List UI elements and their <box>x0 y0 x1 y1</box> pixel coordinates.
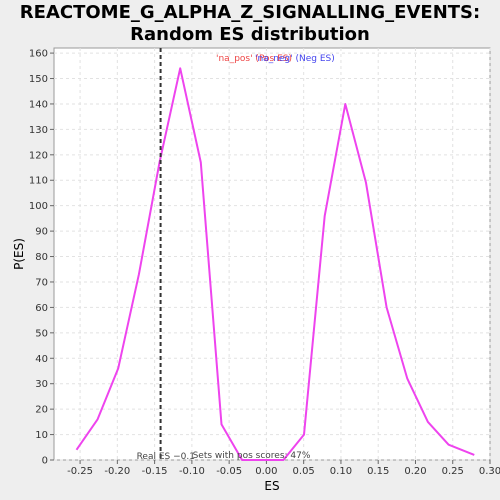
real-es-label: Real ES −0.1 <box>137 452 195 462</box>
y-axis-label: P(ES) <box>12 238 26 270</box>
x-tick-label: -0.05 <box>216 466 242 477</box>
legend-item-neg: 'na_neg' (Neg ES) <box>255 54 335 64</box>
x-tick-label: 0.30 <box>479 466 500 477</box>
y-tick-label: 60 <box>35 303 48 314</box>
y-tick-label: 70 <box>35 277 48 288</box>
y-tick-label: 160 <box>29 49 48 60</box>
y-tick-label: 120 <box>29 150 48 161</box>
x-axis-ticks: -0.25 -0.20 -0.15 -0.10 -0.05 0.00 0.05 0.10 0.1… <box>67 460 500 477</box>
y-tick-label: 40 <box>35 354 48 365</box>
y-tick-label: 90 <box>35 227 48 238</box>
y-axis-ticks: 0 10 20 30 40 50 60 70 80 90 100 110 120 130 140 150 160 <box>29 49 54 467</box>
y-tick-label: 110 <box>29 176 48 187</box>
y-tick-label: 10 <box>35 430 48 441</box>
y-tick-label: 140 <box>29 99 48 110</box>
pos-scores-label: Sets with pos scores: 47% <box>193 451 311 461</box>
x-tick-label: 0.15 <box>367 466 389 477</box>
y-tick-label: 50 <box>35 328 48 339</box>
x-tick-label: 0.05 <box>293 466 315 477</box>
x-tick-label: 0.10 <box>330 466 352 477</box>
y-tick-label: 130 <box>29 125 48 136</box>
x-tick-label: 0.25 <box>442 466 464 477</box>
x-axis-label: ES <box>264 479 279 493</box>
x-tick-label: 0.00 <box>255 466 277 477</box>
y-tick-label: 100 <box>29 201 48 212</box>
y-tick-label: 0 <box>42 456 48 467</box>
plot-area <box>54 48 490 460</box>
y-tick-label: 20 <box>35 405 48 416</box>
x-tick-label: 0.20 <box>404 466 426 477</box>
y-tick-label: 150 <box>29 74 48 85</box>
x-tick-label: -0.10 <box>179 466 205 477</box>
y-tick-label: 30 <box>35 379 48 390</box>
y-tick-label: 80 <box>35 252 48 263</box>
x-tick-label: -0.15 <box>142 466 168 477</box>
x-tick-label: -0.20 <box>104 466 130 477</box>
x-tick-label: -0.25 <box>67 466 93 477</box>
